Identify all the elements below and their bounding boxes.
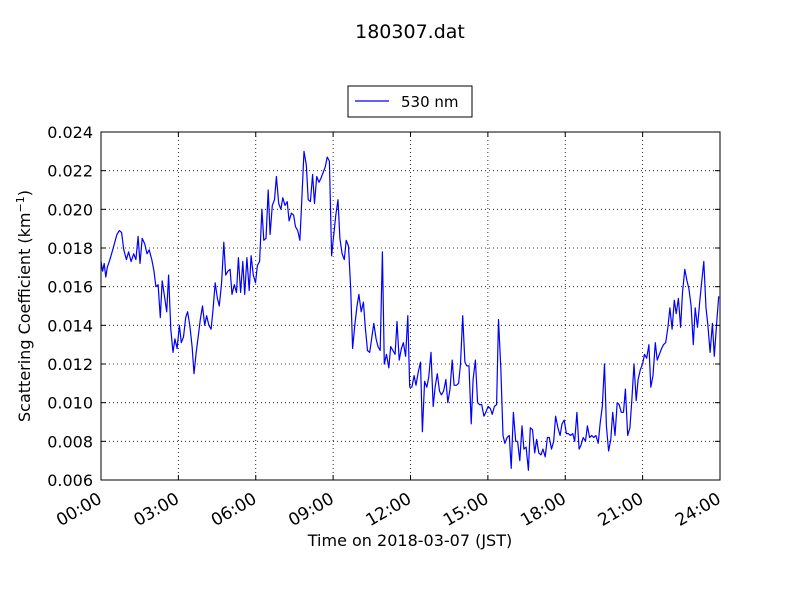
y-tick-label: 0.020 (47, 200, 93, 219)
x-tick-label: 09:00 (285, 489, 337, 531)
y-tick-label: 0.016 (47, 278, 93, 297)
y-tick-label: 0.024 (47, 123, 93, 142)
y-tick-label: 0.006 (47, 471, 93, 490)
y-tick-label: 0.018 (47, 239, 93, 258)
y-axis-label-close: ) (15, 190, 34, 196)
y-axis-label: Scattering Coefficient (km−1) (14, 190, 34, 422)
y-tick-label: 0.014 (47, 316, 93, 335)
x-tick-label: 00:00 (53, 489, 105, 531)
legend: 530 nm (347, 85, 473, 118)
y-tick-label: 0.012 (47, 355, 93, 374)
y-axis-label-main: Scattering Coefficient (km (15, 212, 34, 422)
legend-label: 530 nm (401, 93, 459, 111)
x-tick-label: 18:00 (517, 489, 569, 531)
x-tick-label: 24:00 (672, 489, 724, 531)
y-axis-label-exponent: −1 (14, 196, 27, 212)
x-axis-label: Time on 2018-03-07 (JST) (307, 531, 512, 550)
ticks: 00:00 03:00 06:00 09:00 12:00 15:00 18:00 21:00… (47, 123, 724, 531)
series-line-530nm (100, 150, 720, 471)
series-layer (100, 150, 720, 471)
x-tick-label: 06:00 (208, 489, 260, 531)
x-tick-label: 21:00 (595, 489, 647, 531)
x-tick-label: 03:00 (130, 489, 182, 531)
x-tick-label: 12:00 (363, 489, 415, 531)
y-tick-label: 0.010 (47, 394, 93, 413)
y-tick-label: 0.022 (47, 162, 93, 181)
y-tick-label: 0.008 (47, 432, 93, 451)
chart-title: 180307.dat (355, 21, 465, 43)
x-tick-label: 15:00 (440, 489, 492, 531)
